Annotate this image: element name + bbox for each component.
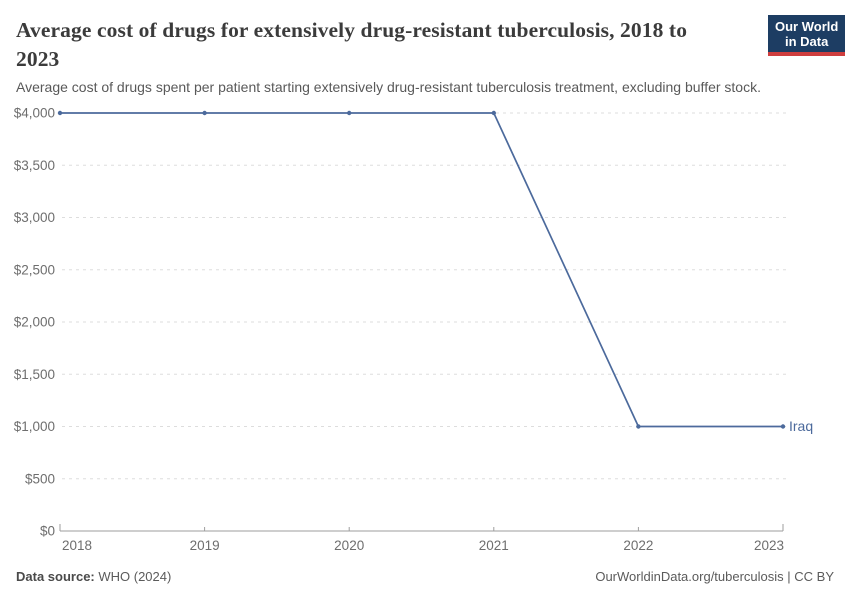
chart-title: Average cost of drugs for extensively dr…	[16, 18, 688, 71]
y-tick-label: $0	[40, 524, 55, 539]
y-tick-label: $500	[25, 471, 55, 486]
data-point[interactable]	[636, 424, 641, 429]
y-tick-label: $2,000	[14, 315, 55, 330]
data-source-value: WHO (2024)	[94, 569, 172, 584]
data-point[interactable]	[57, 110, 63, 116]
x-tick-label: 2022	[623, 538, 653, 553]
owid-logo-line1: Our World	[775, 19, 839, 34]
data-point[interactable]	[491, 110, 496, 116]
x-tick-label: 2023	[754, 538, 784, 553]
data-point[interactable]	[780, 424, 786, 429]
data-point[interactable]	[202, 110, 207, 116]
data-point[interactable]	[347, 110, 352, 116]
data-source-label: Data source:	[16, 569, 95, 584]
series-end-label[interactable]: Iraq	[789, 418, 813, 434]
chart-subtitle: Average cost of drugs spent per patient …	[16, 79, 761, 95]
y-tick-label: $1,500	[14, 367, 55, 382]
y-tick-label: $3,500	[14, 158, 55, 173]
y-tick-label: $2,500	[14, 262, 55, 277]
x-tick-label: 2020	[334, 538, 364, 553]
license-link[interactable]: OurWorldinData.org/tuberculosis | CC BY	[595, 569, 834, 584]
y-tick-label: $3,000	[14, 210, 55, 225]
owid-logo[interactable]: Our World in Data	[768, 15, 846, 56]
y-tick-label: $4,000	[14, 106, 55, 121]
x-tick-label: 2021	[479, 538, 509, 553]
owid-logo-line2: in Data	[784, 34, 829, 49]
data-source-note: Data source: WHO (2024)	[16, 569, 171, 584]
x-tick-label: 2019	[190, 538, 220, 553]
series-line-iraq[interactable]	[60, 112, 783, 428]
x-tick-label: 2018	[62, 538, 92, 553]
y-tick-label: $1,000	[14, 419, 55, 434]
